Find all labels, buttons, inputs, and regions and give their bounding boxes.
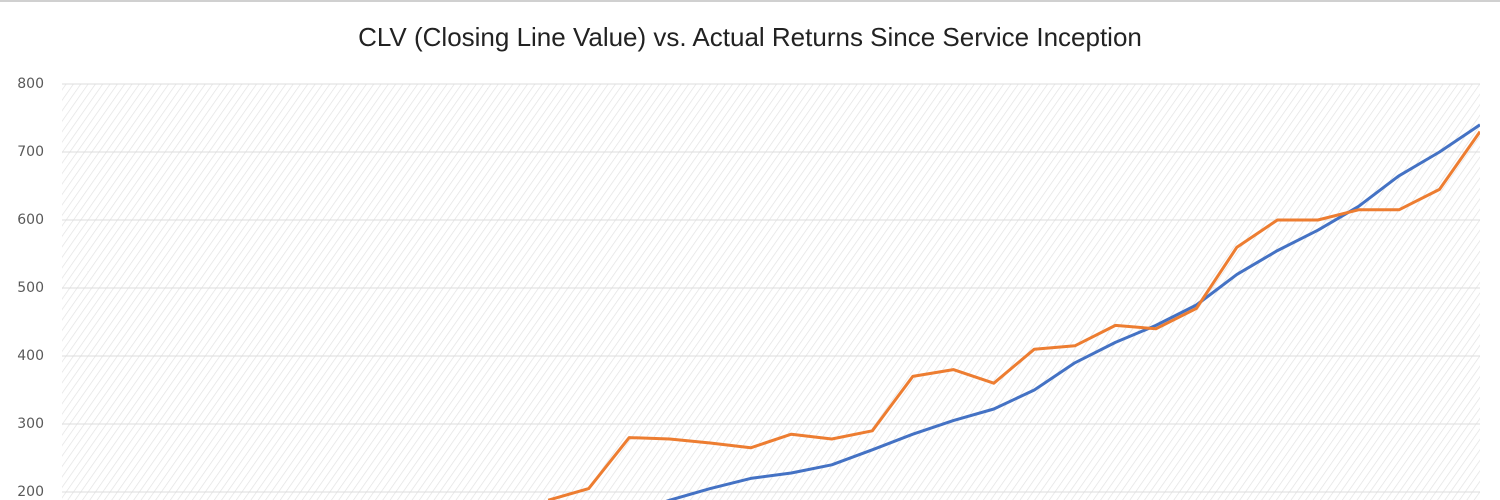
y-tick-label: 200 xyxy=(17,484,44,500)
chart-title: CLV (Closing Line Value) vs. Actual Retu… xyxy=(358,22,1142,52)
y-tick-label: 400 xyxy=(17,348,44,364)
y-tick-label: 800 xyxy=(17,76,44,92)
y-tick-label: 300 xyxy=(17,416,44,432)
plot-area xyxy=(62,84,1480,500)
y-tick-label: 600 xyxy=(17,212,44,228)
y-tick-label: 700 xyxy=(17,144,44,160)
series-line xyxy=(665,123,1480,500)
y-tick-label: 500 xyxy=(17,280,44,296)
series-line xyxy=(547,130,1480,500)
